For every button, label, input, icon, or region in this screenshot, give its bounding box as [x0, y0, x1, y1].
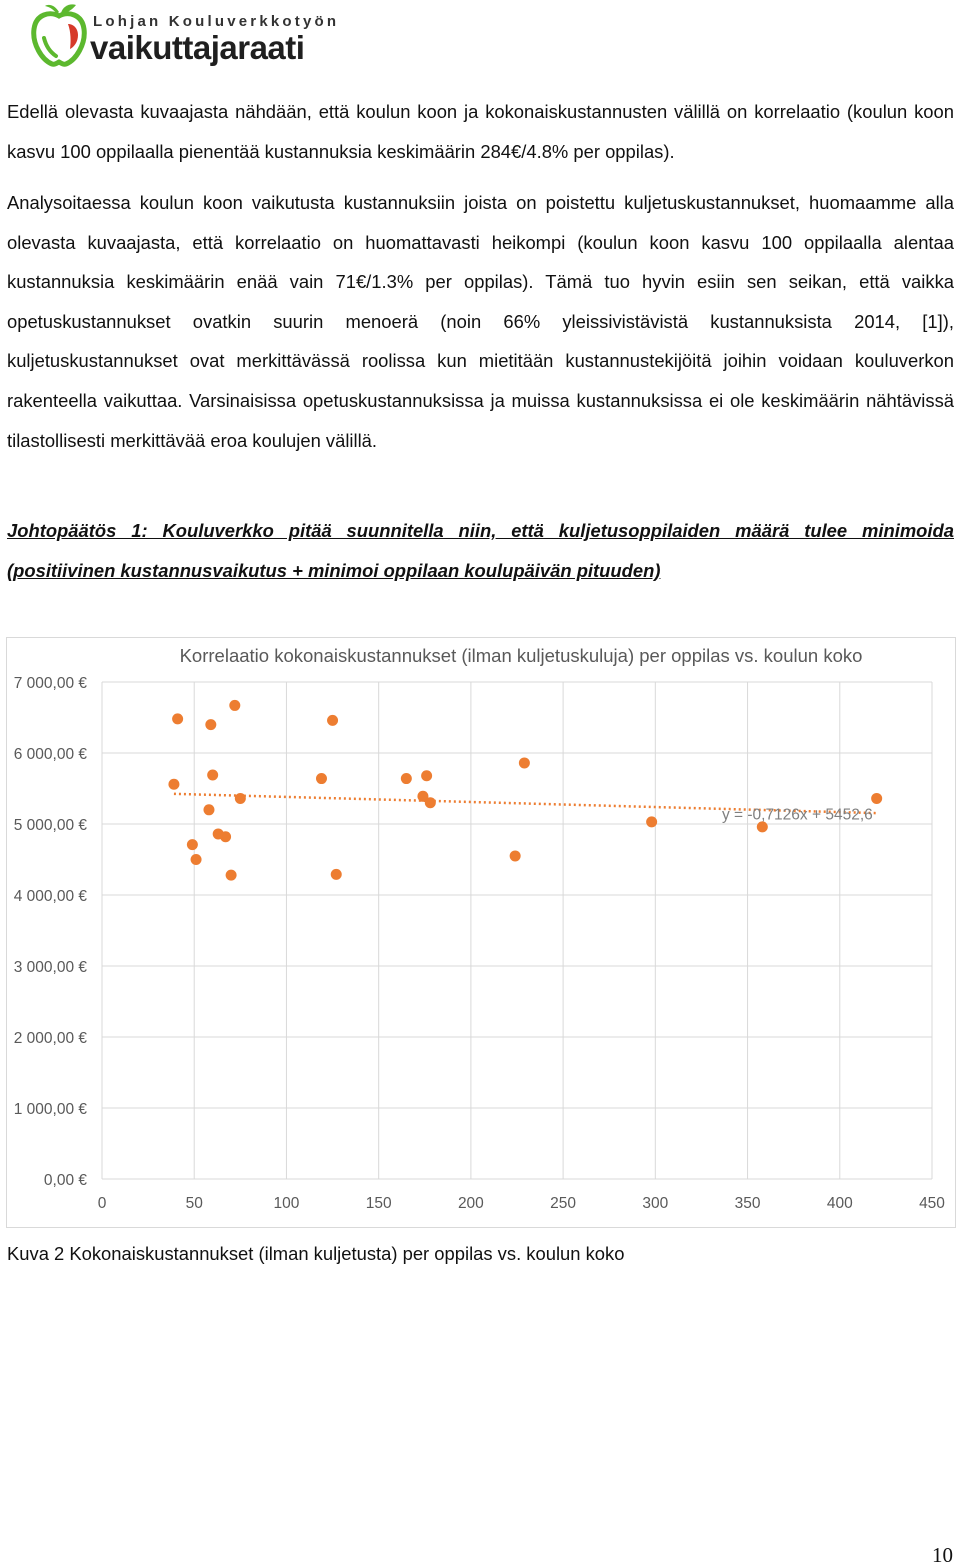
data-point: [871, 792, 883, 804]
x-tick-label: 400: [827, 1195, 853, 1212]
data-point: [190, 854, 202, 865]
paragraph-2: Analysoitaessa koulun koon vaikutusta ku…: [7, 192, 954, 451]
data-point: [646, 816, 658, 828]
x-tick-label: 450: [919, 1195, 945, 1212]
data-point: [518, 757, 530, 769]
data-point: [220, 831, 232, 843]
y-tick-label: 7 000,00 €: [14, 675, 88, 692]
data-point: [315, 773, 327, 785]
data-point: [229, 699, 241, 711]
data-point: [330, 868, 342, 880]
x-tick-label: 150: [366, 1195, 392, 1212]
chart-canvas: Korrelaatio kokonaiskustannukset (ilman …: [14, 645, 946, 1212]
data-point: [234, 792, 246, 804]
data-point: [756, 821, 768, 833]
data-point: [400, 773, 412, 785]
y-tick-label: 5 000,00 €: [14, 817, 88, 834]
grid-lines: [101, 681, 933, 1180]
data-point: [172, 713, 184, 725]
data-point: [186, 839, 198, 851]
scatter-chart: Korrelaatio kokonaiskustannukset (ilman …: [6, 637, 956, 1228]
data-point: [509, 850, 521, 862]
x-tick-label: 300: [642, 1195, 668, 1212]
y-tick-label: 4 000,00 €: [14, 888, 88, 905]
x-tick-label: 350: [735, 1195, 761, 1212]
y-axis-ticks: 0,00 € 1 000,00 € 2 000,00 € 3 000,00 € 4 00…: [14, 675, 88, 1189]
chart-title: Korrelaatio kokonaiskustannukset (ilman …: [180, 645, 863, 666]
trendline-path: [173, 792, 877, 815]
y-tick-label: 2 000,00 €: [14, 1030, 88, 1047]
y-tick-label: 6 000,00 €: [14, 746, 88, 763]
x-tick-label: 200: [458, 1195, 484, 1212]
x-tick-label: 0: [98, 1195, 107, 1212]
x-axis-ticks: 0 50 100 150 200 250 300 350 400 450: [98, 1195, 946, 1212]
data-point: [327, 714, 339, 726]
data-point: [168, 778, 180, 790]
x-tick-label: 250: [550, 1195, 576, 1212]
header-logo: Lohjan Kouluverkkotyön vaikuttajaraati: [30, 2, 340, 72]
y-tick-label: 1 000,00 €: [14, 1101, 88, 1118]
data-point: [207, 769, 219, 781]
data-point: [424, 797, 436, 809]
trendline-label: y = -0,7126x + 5452,6: [722, 807, 873, 824]
figure-caption: Kuva 2 Kokonaiskustannukset (ilman kulje…: [7, 1243, 625, 1264]
x-tick-label: 50: [186, 1195, 204, 1212]
org-name: Lohjan Kouluverkkotyön: [93, 13, 340, 30]
y-tick-label: 3 000,00 €: [14, 959, 88, 976]
x-tick-label: 100: [274, 1195, 300, 1212]
data-point: [225, 869, 237, 881]
apple-icon: [31, 4, 87, 67]
trendline: y = -0,7126x + 5452,6: [173, 792, 877, 824]
brand-name: vaikuttajaraati: [90, 29, 305, 66]
data-point: [203, 804, 215, 816]
data-point: [205, 719, 217, 731]
paragraph-1: Edellä olevasta kuvaajasta nähdään, että…: [7, 101, 954, 162]
conclusion-paragraph: Johtopäätös 1: Kouluverkko pitää suunnit…: [7, 520, 954, 581]
data-point: [421, 770, 433, 782]
page-number: 10: [932, 1543, 953, 1567]
y-tick-label: 0,00 €: [44, 1172, 87, 1189]
data-point: [417, 790, 429, 802]
data-points: [168, 699, 883, 881]
